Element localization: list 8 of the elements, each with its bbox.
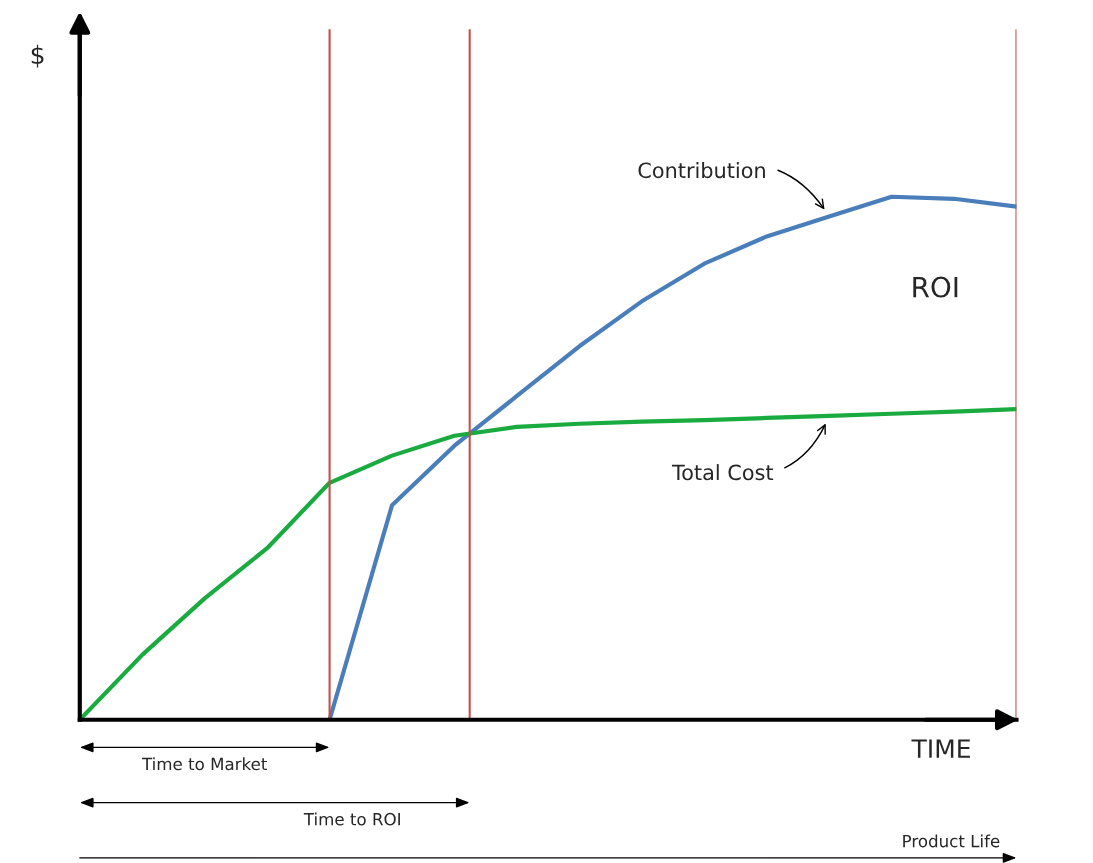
text: Time to Market: [141, 757, 267, 771]
text: $: [31, 44, 44, 68]
annotation: ROI: [913, 276, 958, 298]
text: Time to ROI: [303, 812, 400, 826]
x-axis-title: TIME: [911, 739, 970, 758]
text: Contribution: [638, 162, 765, 179]
text: Product Life: [903, 834, 1000, 848]
text: Total Cost: [671, 464, 774, 481]
